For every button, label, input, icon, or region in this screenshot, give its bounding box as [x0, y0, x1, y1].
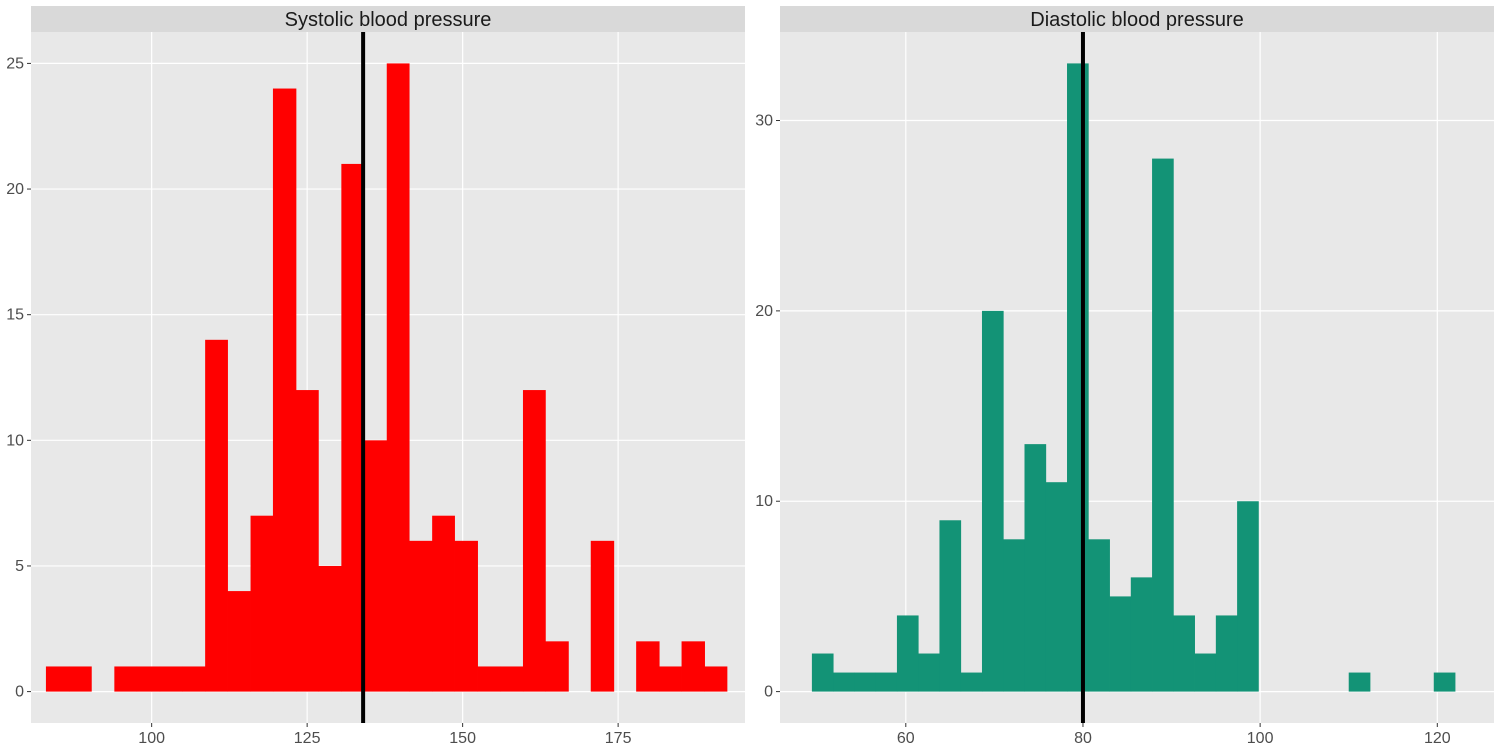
histogram-bar	[341, 163, 365, 692]
histogram-bar	[250, 515, 274, 692]
histogram-bar	[1130, 577, 1153, 692]
histogram-bar	[896, 615, 919, 692]
histogram-bar	[386, 63, 410, 692]
histogram-bar	[1348, 672, 1371, 692]
histogram-bar	[205, 339, 228, 692]
y-tick-label: 10	[755, 493, 773, 510]
histogram-bar	[1003, 539, 1025, 692]
histogram-bar	[960, 672, 983, 692]
x-tick-label: 120	[1424, 730, 1451, 747]
histogram-bar	[477, 666, 501, 692]
histogram-bar	[68, 666, 92, 692]
facet-strip	[780, 6, 1494, 32]
x-tick-label: 80	[1074, 730, 1092, 747]
histogram-bar	[918, 653, 940, 692]
histogram-bar	[1045, 482, 1068, 692]
histogram-bar	[875, 672, 898, 692]
y-tick-label: 20	[6, 181, 24, 198]
histogram-bar	[704, 666, 728, 692]
y-tick-label: 30	[755, 113, 773, 130]
histogram-bar	[182, 666, 206, 692]
histogram-bar	[939, 520, 962, 692]
histogram-bar	[114, 666, 138, 692]
histogram-bar	[227, 591, 251, 692]
histogram-bar	[522, 390, 546, 692]
y-tick-label: 20	[755, 303, 773, 320]
histogram-bar	[1088, 539, 1110, 692]
histogram-bar	[432, 515, 455, 692]
histogram-bar	[659, 666, 682, 692]
histogram-bar	[811, 653, 834, 692]
histogram-bar	[136, 666, 161, 692]
histogram-bar	[1067, 63, 1089, 692]
y-tick-label: 25	[6, 55, 24, 72]
facet-title: Diastolic blood pressure	[1030, 9, 1243, 31]
y-tick-label: 10	[6, 432, 24, 449]
histogram-bar	[159, 666, 183, 692]
facet-title: Systolic blood pressure	[285, 9, 492, 31]
x-tick-label: 100	[138, 730, 165, 747]
panel-1: Systolic blood pressure 0 5 10 15 20 25 100 125 1…	[6, 6, 745, 747]
histogram-bar	[1024, 444, 1047, 692]
x-tick-label: 175	[605, 730, 632, 747]
histogram-bar	[1237, 501, 1259, 692]
histogram-bar	[272, 88, 297, 692]
histogram-bar	[833, 672, 855, 692]
histogram-bar	[1215, 615, 1238, 692]
histogram-bar	[318, 565, 342, 692]
y-tick-label: 0	[764, 684, 773, 701]
histogram-bar	[636, 641, 660, 692]
histogram-bar	[1173, 615, 1195, 692]
histogram-bar	[590, 540, 615, 692]
panel-2: Diastolic blood pressure 0 10 20 30 60 80 100 12…	[755, 6, 1494, 747]
histogram-bar	[454, 540, 478, 692]
histogram-bar	[1194, 653, 1217, 692]
x-tick-label: 100	[1247, 730, 1274, 747]
histogram-bar	[499, 666, 524, 692]
x-tick-label: 60	[897, 730, 915, 747]
facet-strip	[31, 6, 745, 32]
histogram-bar	[981, 310, 1004, 692]
y-tick-label: 0	[15, 684, 24, 701]
y-tick-label: 15	[6, 307, 24, 324]
histogram-bar	[409, 540, 433, 692]
histogram-bar	[363, 440, 388, 692]
histogram-bar	[1433, 672, 1456, 692]
x-tick-label: 150	[449, 730, 476, 747]
histogram-bar	[854, 672, 877, 692]
histogram-bar	[295, 390, 319, 692]
x-tick-label: 125	[294, 730, 321, 747]
y-tick-label: 5	[15, 558, 24, 575]
histogram-bar	[545, 641, 569, 692]
histogram-bar	[1109, 596, 1132, 692]
histogram-bar	[1152, 158, 1174, 692]
histogram-bar	[681, 641, 705, 692]
histogram-bar	[45, 666, 70, 692]
